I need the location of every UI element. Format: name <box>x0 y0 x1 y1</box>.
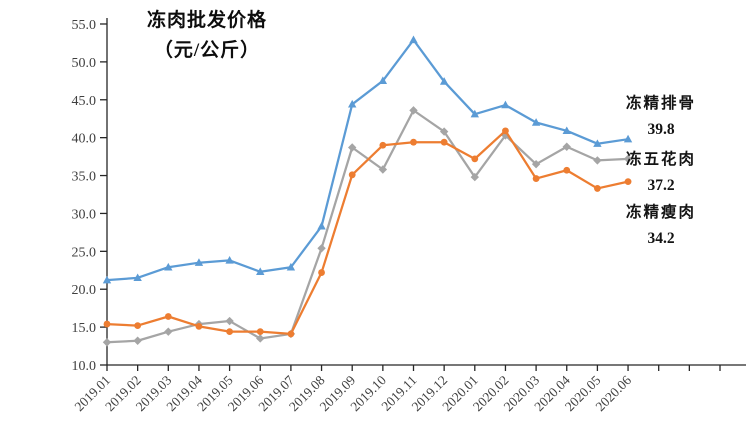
marker-triangle-dongjing-paigu <box>531 118 541 126</box>
marker-triangle-dongjing-paigu <box>593 139 602 147</box>
marker-circle-dongjing-shourou <box>502 127 509 135</box>
marker-circle-dongjing-shourou <box>563 166 571 174</box>
y-tick-label: 40.0 <box>72 132 97 147</box>
marker-triangle-dongjing-paigu <box>133 273 142 282</box>
marker-triangle-dongjing-paigu <box>439 77 449 85</box>
annotation-series-value: 34.2 <box>647 230 675 247</box>
marker-triangle-dongjing-paigu <box>562 126 571 135</box>
marker-triangle-dongjing-paigu <box>470 109 479 118</box>
marker-circle-dongjing-shourou <box>103 320 111 328</box>
marker-triangle-dongjing-paigu <box>164 262 173 271</box>
series-line-dong-wuhuarou <box>105 109 630 344</box>
annotation-dong-wuhuarou: 冻五花肉 37.2 <box>606 147 716 199</box>
marker-circle-dongjing-shourou <box>624 178 632 186</box>
series-line-dongjing-shourou <box>105 129 630 336</box>
marker-triangle-dongjing-paigu <box>348 99 357 108</box>
y-tick-label: 30.0 <box>72 207 97 222</box>
marker-circle-dongjing-shourou <box>532 175 540 182</box>
chart-title-line2: （元/公斤） <box>153 40 261 61</box>
annotation-dongjing-shourou: 冻精瘦肉 34.2 <box>606 200 716 252</box>
marker-triangle-dongjing-paigu <box>286 262 296 271</box>
marker-circle-dongjing-shourou <box>287 330 295 338</box>
marker-diamond-dong-wuhuarou <box>102 338 112 347</box>
marker-circle-dongjing-shourou <box>195 322 203 330</box>
marker-diamond-dong-wuhuarou <box>348 143 357 152</box>
y-tick-label: 15.0 <box>72 321 97 336</box>
series-line-dongjing-paigu <box>105 38 630 282</box>
y-tick-label: 50.0 <box>72 56 97 71</box>
marker-circle-dongjing-shourou <box>410 138 417 146</box>
marker-diamond-dong-wuhuarou <box>133 336 142 345</box>
marker-triangle-dongjing-paigu <box>225 256 234 264</box>
marker-circle-dongjing-shourou <box>164 313 172 320</box>
marker-triangle-dongjing-paigu <box>317 221 326 230</box>
marker-diamond-dong-wuhuarou <box>317 244 326 253</box>
marker-triangle-dongjing-paigu <box>501 100 510 109</box>
marker-triangle-dongjing-paigu <box>378 76 388 85</box>
marker-diamond-dong-wuhuarou <box>470 172 479 182</box>
y-tick-label: 45.0 <box>72 94 97 109</box>
marker-diamond-dong-wuhuarou <box>256 334 265 343</box>
marker-diamond-dong-wuhuarou <box>562 142 571 151</box>
annotation-series-name: 冻五花肉 <box>625 151 696 168</box>
y-tick-label: 25.0 <box>72 245 97 260</box>
y-tick-label: 35.0 <box>72 170 97 185</box>
annotation-dongjing-paigu: 冻精排骨 39.8 <box>606 91 716 143</box>
marker-triangle-dongjing-paigu <box>409 35 418 44</box>
marker-circle-dongjing-shourou <box>318 269 325 276</box>
annotation-series-name: 冻精排骨 <box>625 95 696 112</box>
annotation-series-value: 37.2 <box>647 177 675 194</box>
marker-diamond-dong-wuhuarou <box>531 159 541 169</box>
marker-diamond-dong-wuhuarou <box>593 156 602 165</box>
marker-triangle-dongjing-paigu <box>256 267 265 275</box>
y-tick-label: 10.0 <box>72 359 97 374</box>
marker-diamond-dong-wuhuarou <box>439 127 449 136</box>
marker-diamond-dong-wuhuarou <box>164 327 173 336</box>
marker-triangle-dongjing-paigu <box>194 258 204 266</box>
y-tick-label: 55.0 <box>72 18 97 33</box>
marker-circle-dongjing-shourou <box>226 328 234 336</box>
marker-diamond-dong-wuhuarou <box>409 106 418 115</box>
marker-circle-dongjing-shourou <box>440 138 448 146</box>
chart-title-line1: 冻肉批发价格 <box>146 10 267 31</box>
marker-diamond-dong-wuhuarou <box>378 165 388 174</box>
marker-circle-dongjing-shourou <box>134 322 142 329</box>
marker-circle-dongjing-shourou <box>471 155 479 163</box>
marker-triangle-dongjing-paigu <box>623 134 633 143</box>
marker-triangle-dongjing-paigu <box>102 275 112 284</box>
marker-circle-dongjing-shourou <box>379 141 387 149</box>
marker-circle-dongjing-shourou <box>256 328 264 336</box>
marker-circle-dongjing-shourou <box>348 171 356 179</box>
y-tick-label: 20.0 <box>72 283 97 298</box>
marker-circle-dongjing-shourou <box>594 185 601 192</box>
marker-diamond-dong-wuhuarou <box>225 316 234 326</box>
chart-title: 冻肉批发价格 （元/公斤） <box>118 6 296 66</box>
annotation-series-name: 冻精瘦肉 <box>625 204 696 221</box>
marker-diamond-dong-wuhuarou <box>623 154 633 164</box>
annotation-series-value: 39.8 <box>647 121 675 138</box>
